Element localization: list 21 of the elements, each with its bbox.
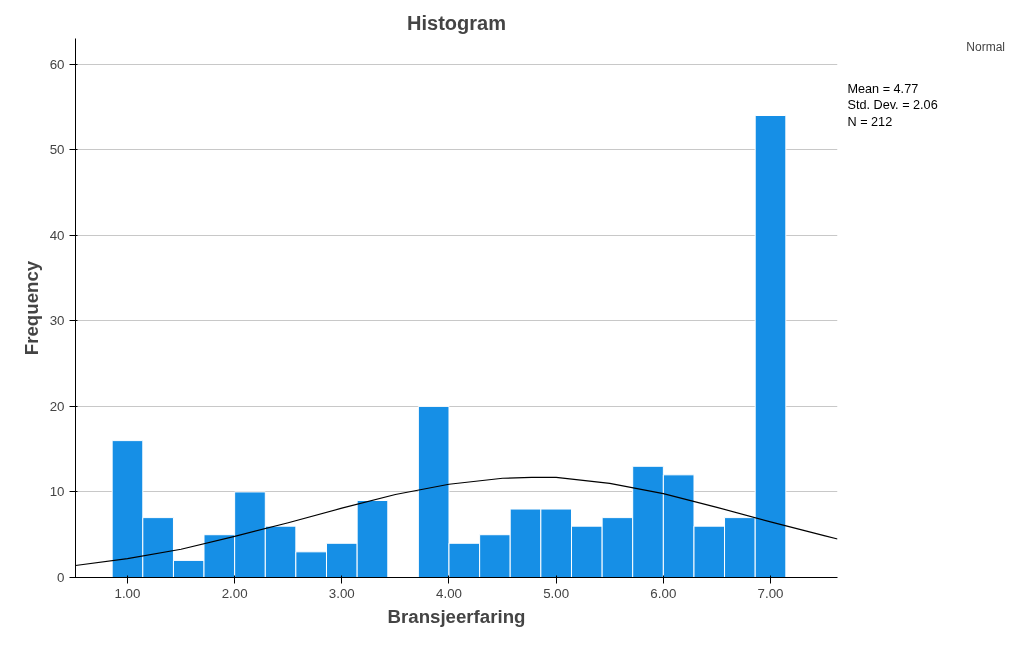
x-tick-label: 7.00 xyxy=(757,585,784,601)
y-tick-label: 0 xyxy=(57,570,65,585)
y-axis-title: Frequency xyxy=(20,260,42,356)
x-tick-label: 5.00 xyxy=(543,585,570,601)
y-tick-label: 60 xyxy=(49,56,65,72)
x-axis-title: Bransjeerfaring xyxy=(387,605,526,627)
chart-title: Histogram xyxy=(407,11,506,34)
text: N = 212 xyxy=(847,114,893,129)
x-tick-label: 6.00 xyxy=(650,585,677,601)
x-tick-label: 2.00 xyxy=(221,585,248,601)
y-tick-label: 30 xyxy=(49,313,65,329)
x-tick-label: 1.00 xyxy=(114,585,141,601)
text: Mean = 4.77 xyxy=(847,81,919,96)
text: Normal xyxy=(966,40,1005,54)
y-tick-label: 10 xyxy=(49,484,65,500)
x-tick-label: 3.00 xyxy=(328,585,355,601)
y-tick-label: 50 xyxy=(49,142,65,158)
x-tick-label: 4.00 xyxy=(436,585,462,601)
y-tick-label: 40 xyxy=(49,227,65,243)
text: Std. Dev. = 2.06 xyxy=(847,98,938,113)
y-tick-label: 20 xyxy=(49,398,65,414)
